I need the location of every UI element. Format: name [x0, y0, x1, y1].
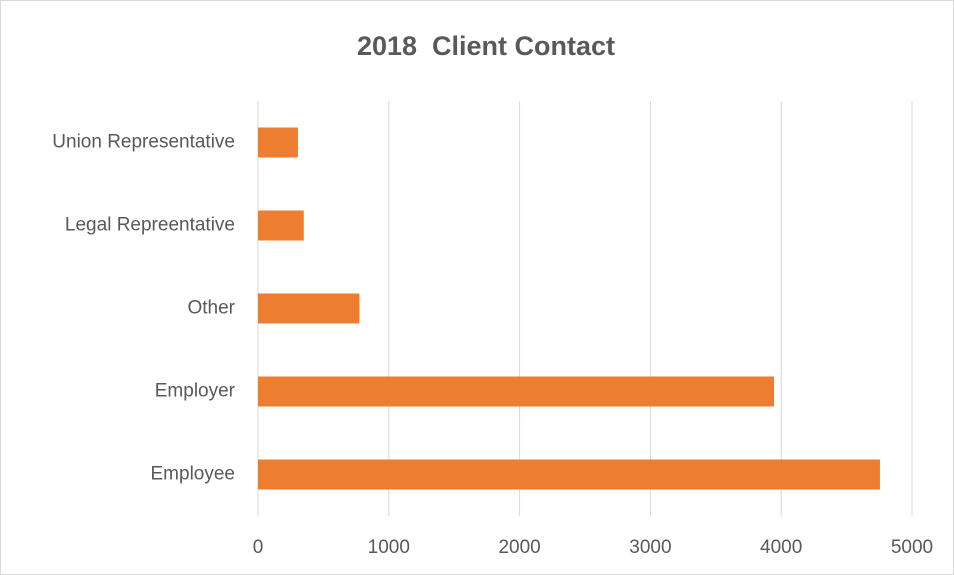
bar [258, 293, 360, 324]
bar [258, 459, 880, 490]
x-tick-label: 4000 [760, 537, 802, 558]
y-tick-label: Employer [155, 381, 236, 402]
chart-title: 2018 Client Contact [357, 31, 615, 61]
y-tick-label: Union Representative [52, 132, 235, 153]
y-tick-label: Other [187, 298, 235, 319]
x-tick-label: 2000 [498, 537, 540, 558]
bar [258, 210, 304, 241]
x-tick-label: 5000 [891, 537, 933, 558]
bar [258, 376, 775, 407]
x-tick-label: 3000 [629, 537, 671, 558]
bar [258, 127, 298, 158]
y-tick-label: Legal Repreentative [65, 215, 235, 236]
x-tick-label: 0 [253, 537, 264, 558]
y-tick-label: Employee [151, 464, 236, 485]
x-tick-label: 1000 [368, 537, 410, 558]
